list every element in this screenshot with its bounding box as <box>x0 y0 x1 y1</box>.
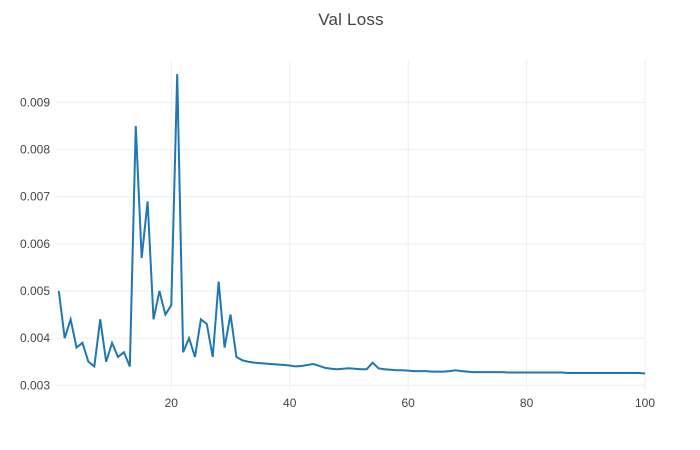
x-tick-label: 60 <box>401 396 415 410</box>
x-tick-label: 40 <box>283 396 297 410</box>
y-tick-label: 0.005 <box>20 284 50 298</box>
x-tick-label: 80 <box>520 396 534 410</box>
y-tick-label: 0.009 <box>20 95 50 109</box>
y-tick-label: 0.006 <box>20 237 50 251</box>
loss-line[interactable] <box>57 74 646 375</box>
y-tick-label: 0.003 <box>20 378 50 392</box>
y-tick-label: 0.004 <box>20 331 50 345</box>
chart-title: Val Loss <box>318 10 384 29</box>
y-tick-label: 0.007 <box>20 190 50 204</box>
x-tick-label: 20 <box>165 396 179 410</box>
x-tick-label: 100 <box>635 396 655 410</box>
y-tick-label: 0.008 <box>20 143 50 157</box>
